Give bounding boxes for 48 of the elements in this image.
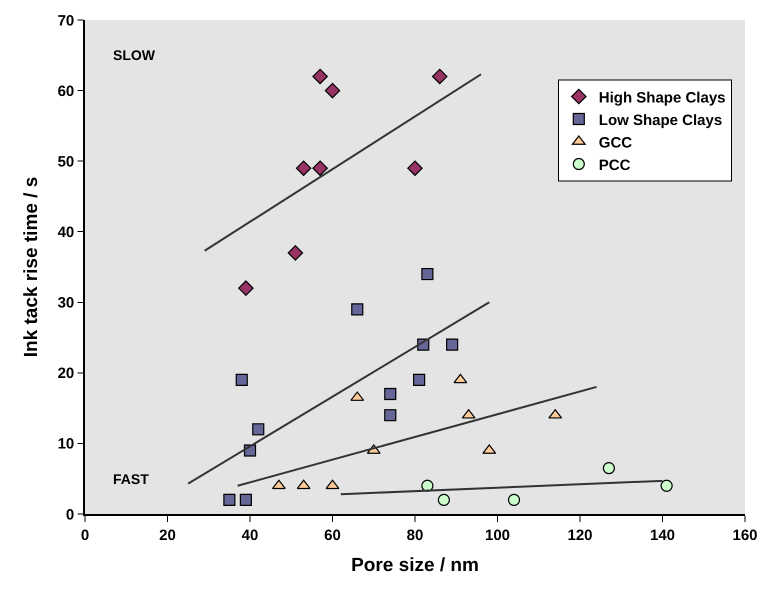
y-tick-label: 10 bbox=[58, 436, 74, 453]
x-tick-label: 40 bbox=[242, 526, 258, 544]
point bbox=[288, 245, 304, 261]
point bbox=[351, 303, 364, 316]
point bbox=[240, 494, 252, 506]
x-tick-label: 100 bbox=[484, 526, 510, 544]
point bbox=[413, 374, 426, 386]
point bbox=[312, 160, 328, 176]
y-tick-label: 40 bbox=[58, 224, 74, 241]
point bbox=[438, 494, 450, 506]
point bbox=[508, 494, 520, 506]
x-tick-label: 0 bbox=[80, 526, 90, 544]
x-tick-label: 120 bbox=[567, 526, 593, 544]
y-tick-label: 60 bbox=[58, 82, 74, 100]
x-tick-label: 80 bbox=[406, 526, 424, 544]
y-tick-label: 20 bbox=[58, 365, 74, 382]
x-tick-label: 20 bbox=[159, 526, 176, 544]
point bbox=[421, 268, 434, 280]
point bbox=[384, 409, 396, 422]
y-axis-title: Ink tack rise time / s bbox=[20, 176, 42, 358]
point bbox=[602, 462, 615, 474]
point bbox=[432, 68, 448, 84]
x-tick-label: 140 bbox=[650, 526, 676, 544]
x-axis-title: Pore size / nm bbox=[351, 555, 479, 576]
point bbox=[324, 82, 340, 98]
point bbox=[446, 338, 458, 351]
legend-label: High Shape Clays bbox=[598, 89, 726, 106]
point bbox=[238, 280, 254, 296]
x-tick-label: 160 bbox=[732, 526, 758, 544]
point bbox=[236, 374, 248, 386]
point bbox=[312, 68, 328, 84]
point bbox=[407, 160, 423, 176]
point bbox=[223, 494, 236, 506]
point bbox=[252, 423, 264, 436]
point bbox=[326, 480, 340, 490]
legend-label: PCC bbox=[598, 156, 631, 174]
point bbox=[660, 480, 673, 492]
point bbox=[384, 388, 396, 400]
y-tick-label: 0 bbox=[66, 506, 74, 524]
legend-label: Low Shape Clays bbox=[598, 112, 722, 129]
y-tick-label: 50 bbox=[58, 153, 74, 170]
point bbox=[296, 160, 312, 176]
annotation: FAST bbox=[113, 471, 150, 487]
legend-label: GCC bbox=[598, 134, 632, 152]
y-tick-label: 30 bbox=[58, 294, 74, 312]
y-tick-label: 70 bbox=[58, 12, 74, 30]
annotation: SLOW bbox=[113, 47, 156, 63]
x-tick-label: 60 bbox=[324, 526, 341, 544]
